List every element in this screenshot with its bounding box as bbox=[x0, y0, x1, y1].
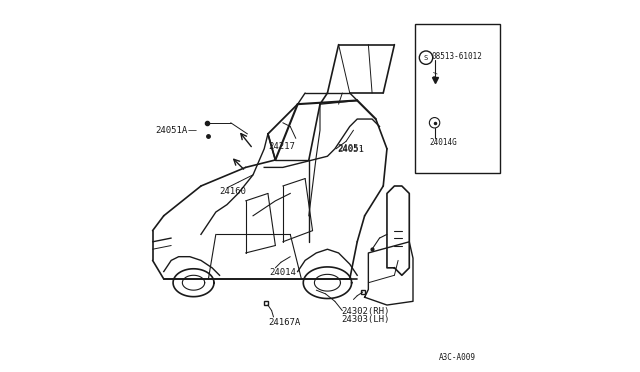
Text: 24167A: 24167A bbox=[269, 318, 301, 327]
Text: 24160: 24160 bbox=[220, 187, 246, 196]
Bar bbox=[415, 24, 500, 173]
Text: 08513-61012: 08513-61012 bbox=[431, 52, 483, 61]
Text: 24014G: 24014G bbox=[429, 138, 457, 147]
Text: 24051A: 24051A bbox=[156, 126, 188, 135]
Text: 24302(RH): 24302(RH) bbox=[342, 307, 390, 316]
Text: A3C-A009: A3C-A009 bbox=[439, 353, 476, 362]
Text: 24051: 24051 bbox=[337, 145, 364, 154]
Text: S: S bbox=[424, 55, 428, 61]
Text: 24303(LH): 24303(LH) bbox=[342, 315, 390, 324]
Text: —: — bbox=[188, 126, 197, 135]
Text: 24014: 24014 bbox=[269, 268, 296, 277]
Text: 24217: 24217 bbox=[268, 142, 294, 151]
Text: 2405ₗ: 2405ₗ bbox=[337, 144, 364, 153]
